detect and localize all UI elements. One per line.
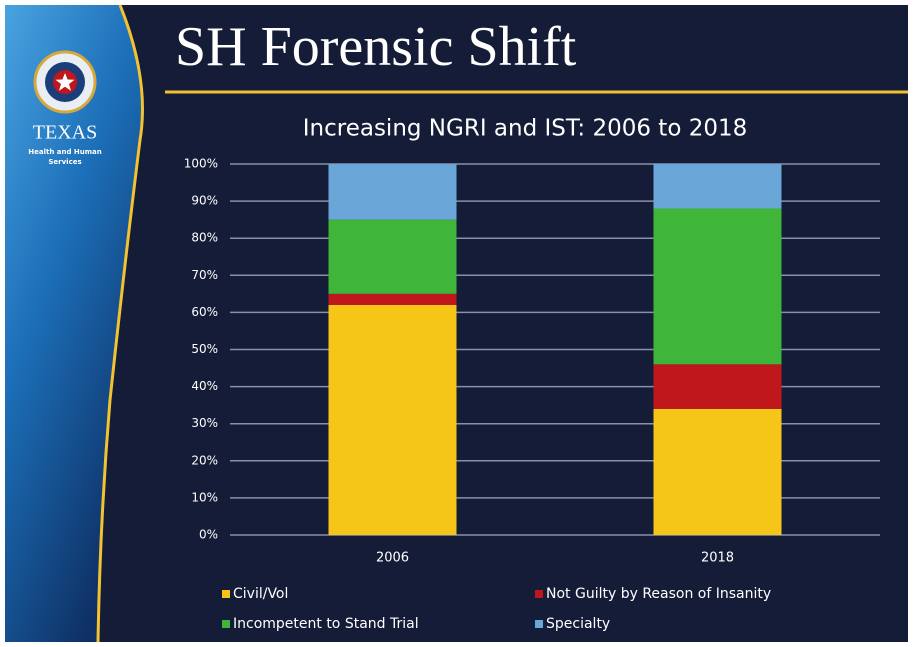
bar-segment bbox=[653, 164, 782, 209]
logo-star bbox=[55, 73, 75, 91]
legend-swatch bbox=[222, 590, 230, 598]
legend-swatch bbox=[535, 590, 543, 598]
sidebar-edge bbox=[96, 4, 144, 643]
bar-segment bbox=[653, 208, 782, 365]
logo-text: TEXAS bbox=[33, 122, 97, 144]
y-tick-label: 70% bbox=[191, 268, 218, 282]
sidebar bbox=[5, 5, 143, 642]
logo-subtext: Services bbox=[48, 158, 81, 166]
y-tick-label: 30% bbox=[191, 416, 218, 430]
legend-label: Not Guilty by Reason of Insanity bbox=[546, 586, 771, 602]
bar-segment bbox=[328, 164, 457, 220]
logo-subtext: Health and Human bbox=[28, 148, 102, 156]
chart-title: Increasing NGRI and IST: 2006 to 2018 bbox=[303, 116, 748, 142]
bar-segment bbox=[653, 364, 782, 409]
bar-segment bbox=[328, 304, 457, 535]
y-tick-label: 10% bbox=[191, 490, 218, 504]
bar-segment bbox=[653, 408, 782, 535]
y-tick-label: 80% bbox=[191, 231, 218, 245]
y-tick-label: 90% bbox=[191, 194, 218, 208]
bar-segment bbox=[328, 293, 457, 305]
y-tick-label: 50% bbox=[191, 342, 218, 356]
x-tick-label: 2018 bbox=[701, 551, 734, 566]
bar-segment bbox=[328, 219, 457, 294]
legend-label: Civil/Vol bbox=[233, 586, 288, 602]
legend-label: Incompetent to Stand Trial bbox=[233, 616, 419, 632]
y-tick-label: 100% bbox=[184, 157, 218, 171]
legend-label: Specialty bbox=[546, 616, 610, 632]
y-tick-label: 60% bbox=[191, 305, 218, 319]
y-tick-label: 20% bbox=[191, 453, 218, 467]
y-tick-label: 40% bbox=[191, 379, 218, 393]
y-tick-label: 0% bbox=[199, 528, 218, 542]
legend-swatch bbox=[222, 620, 230, 628]
legend-swatch bbox=[535, 620, 543, 628]
slide-title: SH Forensic Shift bbox=[175, 16, 577, 78]
x-tick-label: 2006 bbox=[376, 551, 409, 566]
